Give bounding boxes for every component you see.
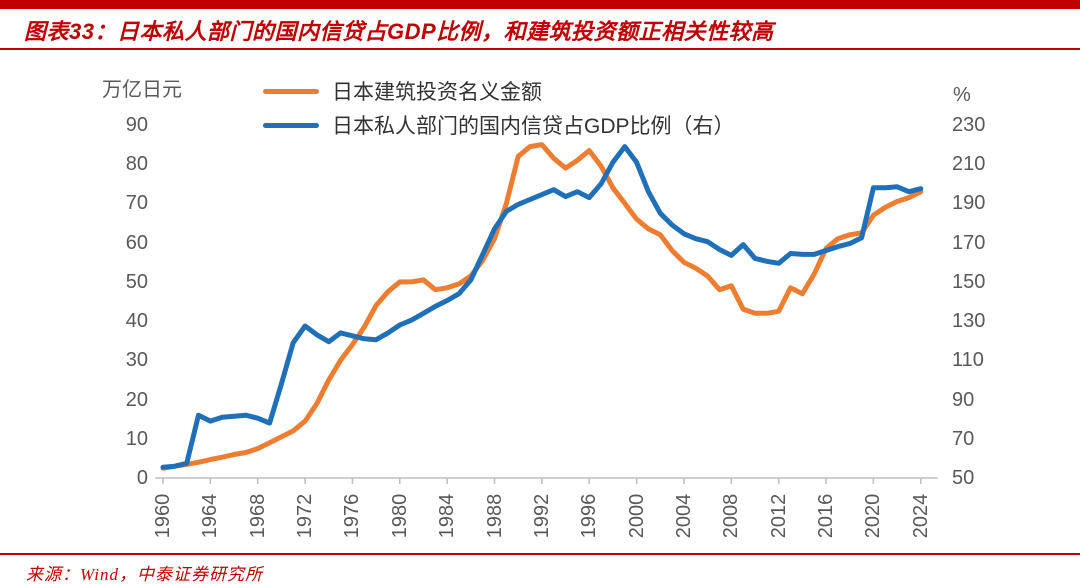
right-axis-tick-label: 130 <box>952 310 986 333</box>
x-axis-tick-label: 2008 <box>720 493 743 539</box>
x-axis-tick-label: 1972 <box>294 493 317 539</box>
left-axis-tick-label: 20 <box>125 388 148 411</box>
left-axis-tick-label: 70 <box>125 192 148 215</box>
right-axis-tick-label: 70 <box>952 427 975 450</box>
x-axis-tick-label: 1960 <box>152 493 174 539</box>
construction-investment-line <box>160 142 924 471</box>
x-axis-tick-label: 1968 <box>246 493 269 539</box>
x-axis-tick-label: 2020 <box>862 493 885 539</box>
x-axis-tick-label: 2004 <box>672 493 695 539</box>
right-axis-tick-label: 230 <box>952 114 986 136</box>
x-axis-tick-label: 2016 <box>815 493 838 539</box>
chart-title: 图表33：日本私人部门的国内信贷占GDP比例，和建筑投资额正相关性较高 <box>24 19 774 44</box>
x-axis-tick-label: 1984 <box>436 493 459 539</box>
legend-swatch-credit-line-icon <box>263 122 319 128</box>
right-axis-tick-label: 110 <box>952 349 984 372</box>
x-axis-tick-label: 1992 <box>530 493 553 539</box>
footer-rule <box>0 553 1080 555</box>
left-axis-tick-label: 0 <box>136 467 148 489</box>
right-axis-tick-label: 150 <box>952 270 986 293</box>
left-axis-tick-label: 60 <box>125 231 148 254</box>
source-note: 来源：Wind，中泰证券研究所 <box>26 565 263 584</box>
x-axis-tick-label: 2012 <box>767 493 790 539</box>
legend-item: 日本建筑投资名义金额 <box>263 74 735 108</box>
title-underline <box>0 48 1080 50</box>
right-axis-tick-label: 90 <box>952 388 975 411</box>
legend-label: 日本建筑投资名义金额 <box>332 81 542 104</box>
left-axis-tick-label: 40 <box>125 310 148 333</box>
right-axis-tick-label: 50 <box>952 467 975 489</box>
legend: 日本建筑投资名义金额日本私人部门的国内信贷占GDP比例（右） <box>263 74 735 142</box>
x-axis-tick-label: 1976 <box>341 493 364 539</box>
left-axis-tick-label: 90 <box>125 114 148 136</box>
legend-label: 日本私人部门的国内信贷占GDP比例（右） <box>332 115 735 138</box>
x-axis-tick-label: 2024 <box>909 493 932 539</box>
left-axis-tick-label: 10 <box>125 427 148 450</box>
left-axis-tick-label: 50 <box>125 270 148 293</box>
left-axis-tick-label: 80 <box>125 153 148 176</box>
x-axis-tick-label: 1988 <box>483 493 506 539</box>
left-axis-tick-label: 30 <box>125 349 148 372</box>
legend-item: 日本私人部门的国内信贷占GDP比例（右） <box>263 108 735 142</box>
x-axis-tick-label: 2000 <box>625 493 648 539</box>
x-axis-tick-label: 1996 <box>578 493 601 539</box>
title-accent-bar <box>0 0 1080 9</box>
credit-to-gdp-line <box>160 144 924 470</box>
legend-swatch-construction-line-icon <box>263 88 319 94</box>
left-axis-unit-label: 万亿日元 <box>102 79 182 101</box>
right-axis-tick-label: 210 <box>952 153 986 176</box>
x-axis-tick-label: 1964 <box>199 493 222 539</box>
x-axis-tick-label: 1980 <box>388 493 411 539</box>
right-axis-tick-label: 190 <box>952 192 986 215</box>
right-axis-tick-label: 170 <box>952 231 986 254</box>
right-axis-unit-label: % <box>953 84 971 106</box>
